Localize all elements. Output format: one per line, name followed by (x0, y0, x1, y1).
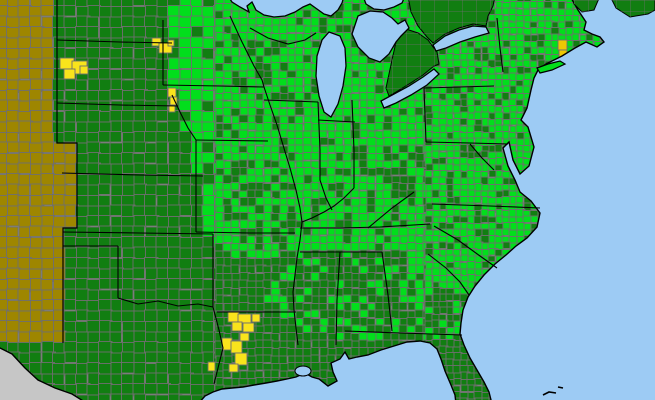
yellow-county-cluster (151, 37, 162, 47)
lake-michigan (315, 31, 347, 118)
yellow-county-cluster (234, 352, 248, 366)
yellow-county-cluster (557, 39, 568, 51)
yellow-county-cluster (231, 321, 243, 332)
lake-huron (351, 10, 410, 63)
bahamas-islands (542, 391, 557, 396)
mexico-landmass (0, 347, 83, 400)
yellow-county-cluster (207, 361, 216, 372)
yellow-county-cluster (242, 322, 255, 333)
lake-north_channel (363, 0, 404, 11)
yellow-county-cluster (228, 363, 239, 373)
yellow-county-cluster (63, 68, 76, 80)
lake-superior (229, 0, 344, 18)
lake-erie (380, 68, 440, 109)
ocean-layer (200, 0, 655, 400)
yellow-county-cluster (251, 313, 261, 323)
great-lakes-layer (229, 0, 490, 377)
islands-layer (536, 60, 567, 74)
lake-ontario (432, 25, 490, 52)
long-island (536, 60, 567, 74)
state-borders-layer (56, 0, 564, 396)
mexico-land-layer (0, 347, 83, 400)
yellow-county-cluster (79, 65, 89, 75)
bahamas-islands (557, 386, 564, 389)
yellow-county-cluster (168, 104, 176, 113)
yellow-county-cluster (239, 332, 250, 342)
yellow-county-cluster (227, 311, 240, 323)
yellow-county-cluster (230, 340, 243, 354)
yellow-county-patches (59, 37, 568, 373)
canada-land-layer (385, 0, 655, 97)
